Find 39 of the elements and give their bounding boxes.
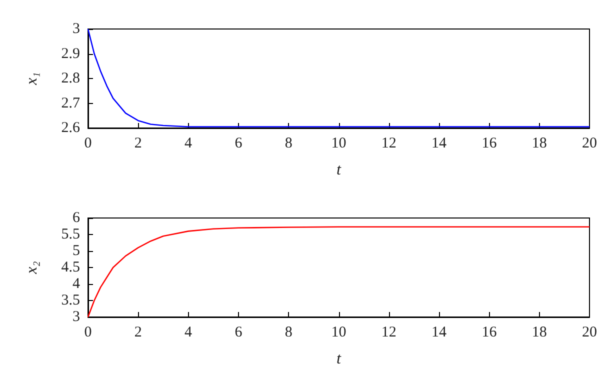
x-tick-label: 20 — [582, 136, 597, 152]
y-tick-label: 5 — [72, 243, 80, 259]
x-tick-label: 16 — [482, 324, 498, 340]
x-tick-label: 10 — [331, 324, 346, 340]
y-tick-label: 2.9 — [61, 46, 80, 62]
x-axis-title: t — [336, 162, 342, 178]
x-tick-label: 4 — [184, 324, 193, 340]
y-tick-label: 4.5 — [61, 260, 80, 276]
x-tick-label: 18 — [532, 324, 547, 340]
x-tick-label: 8 — [284, 136, 292, 152]
y-tick-label: 4 — [72, 276, 80, 292]
y-axis-title: x₂ — [24, 260, 40, 275]
x-tick-label: 6 — [234, 136, 243, 152]
x-tick-label: 4 — [184, 136, 193, 152]
y-tick-label: 3 — [72, 309, 80, 325]
x-tick-label: 14 — [432, 324, 448, 340]
x-tick-label: 10 — [331, 136, 346, 152]
x-tick-label: 2 — [134, 324, 142, 340]
y-axis-title: x₁ — [24, 72, 40, 86]
y-tick-label: 3.5 — [61, 292, 80, 308]
x-tick-label: 14 — [432, 136, 448, 152]
y-tick-label: 2.6 — [61, 120, 80, 136]
x-tick-label: 16 — [482, 136, 498, 152]
x-tick-label: 6 — [234, 324, 243, 340]
x-tick-label: 12 — [381, 324, 396, 340]
y-tick-label: 5.5 — [61, 226, 80, 242]
y-tick-label: 2.7 — [61, 95, 80, 112]
x-tick-label: 20 — [582, 324, 597, 340]
x-tick-label: 8 — [284, 324, 292, 340]
x-tick-label: 2 — [134, 136, 142, 152]
y-tick-label: 3 — [72, 21, 80, 37]
x-tick-label: 0 — [84, 136, 92, 152]
y-tick-label: 6 — [72, 210, 80, 226]
line-series — [87, 28, 590, 128]
x-tick-label: 12 — [381, 136, 396, 152]
x-axis-title: t — [336, 350, 342, 368]
y-tick-label: 2.8 — [61, 70, 80, 86]
x-tick-label: 18 — [532, 136, 547, 152]
x-tick-label: 0 — [84, 324, 92, 340]
